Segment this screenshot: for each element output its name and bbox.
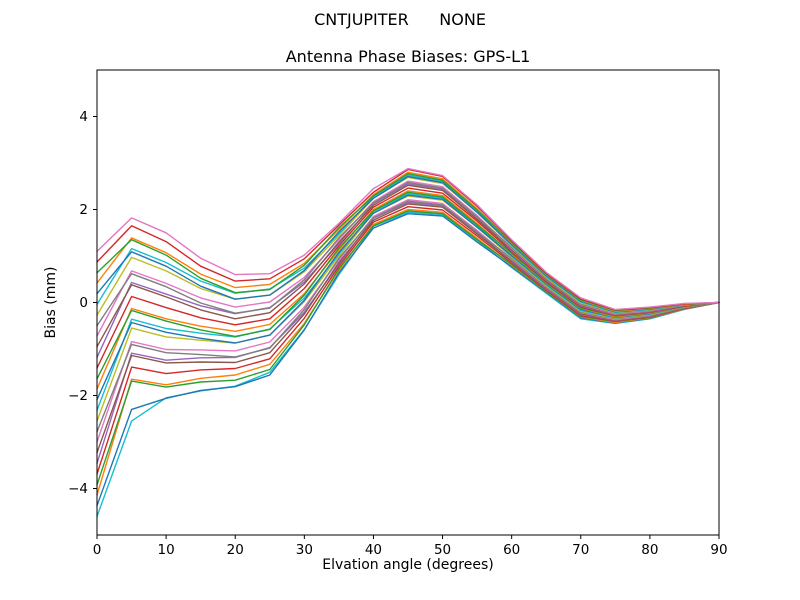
y-tick-label: −4 (68, 481, 88, 497)
series-line (96, 211, 720, 518)
x-tick-label: 80 (641, 542, 658, 558)
series-line (96, 208, 720, 496)
y-tick-label: −2 (68, 388, 88, 404)
series-line (96, 203, 720, 454)
series-line (96, 171, 720, 312)
x-tick-label: 0 (93, 542, 102, 558)
x-tick-label: 10 (158, 542, 175, 558)
series-line (96, 167, 720, 311)
y-tick-label: 4 (79, 109, 88, 125)
series-line (96, 191, 720, 380)
x-tick-label: 20 (227, 542, 244, 558)
axes-title: Antenna Phase Biases: GPS-L1 (285, 47, 531, 66)
x-tick-label: 70 (572, 542, 589, 558)
x-tick-label: 30 (296, 542, 313, 558)
series-line (96, 175, 720, 313)
x-tick-label: 60 (503, 542, 520, 558)
series-line (96, 198, 720, 443)
y-axis-label: Bias (mm) (43, 266, 59, 338)
figure-suptitle: CNTJUPITER NONE (314, 10, 486, 29)
series-line (96, 176, 720, 316)
series-line (96, 210, 720, 486)
series-line (96, 212, 720, 507)
series-line (96, 187, 720, 369)
x-tick-label: 90 (710, 542, 727, 558)
series-line (96, 205, 720, 475)
series-line (96, 201, 720, 465)
y-tick-label: 0 (79, 295, 88, 311)
x-tick-label: 40 (365, 542, 382, 558)
x-tick-label: 50 (434, 542, 451, 558)
series-line (96, 190, 720, 390)
x-axis-label: Elvation angle (degrees) (322, 557, 493, 573)
y-tick-label: 2 (79, 202, 88, 218)
series-line (96, 180, 720, 337)
